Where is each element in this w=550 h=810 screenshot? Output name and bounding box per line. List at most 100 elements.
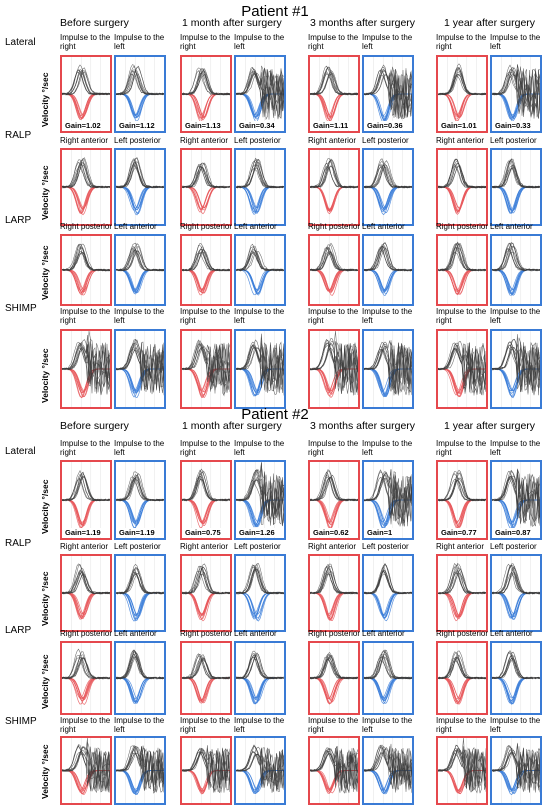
velocity-trace-plot <box>364 643 412 713</box>
eye-velocity-trace <box>236 246 284 272</box>
eye-velocity-trace <box>182 469 230 502</box>
velocity-trace-plot <box>364 57 412 131</box>
eye-velocity-trace <box>438 747 486 790</box>
column-title: 1 month after surgery <box>182 420 282 432</box>
panel-subheader: Impulse to the right <box>308 716 359 734</box>
eye-velocity-trace <box>438 651 486 680</box>
eye-velocity-trace <box>182 565 230 595</box>
eye-velocity-trace <box>310 468 358 502</box>
eye-velocity-trace <box>62 64 110 96</box>
impulse-left-panel <box>234 234 286 306</box>
impulse-left-panel <box>362 641 414 715</box>
eye-velocity-trace <box>438 158 486 189</box>
velocity-trace-plot <box>310 150 358 224</box>
panel-subheader: Left anterior <box>490 222 533 231</box>
velocity-trace-plot <box>310 236 358 304</box>
velocity-trace-plot <box>116 150 164 224</box>
eye-velocity-trace <box>116 748 164 786</box>
velocity-trace-plot <box>182 738 230 803</box>
impulse-left-panel <box>362 736 414 805</box>
velocity-axis-label: Velocity °/sec <box>40 571 50 626</box>
eye-velocity-trace <box>182 342 230 391</box>
column-title: Before surgery <box>60 420 129 432</box>
eye-velocity-trace <box>182 471 230 502</box>
eye-velocity-trace <box>310 251 358 272</box>
eye-velocity-trace <box>310 341 358 396</box>
eye-velocity-trace <box>236 656 284 680</box>
velocity-trace-plot <box>116 556 164 630</box>
velocity-trace-plot <box>310 331 358 407</box>
impulse-right-panel <box>60 234 112 306</box>
velocity-trace-plot <box>364 150 412 224</box>
impulse-left-panel <box>490 641 542 715</box>
eye-velocity-trace <box>310 68 358 96</box>
velocity-axis-label: Velocity °/sec <box>40 479 50 534</box>
eye-velocity-trace <box>236 66 284 111</box>
velocity-trace-plot <box>116 738 164 803</box>
panel-subheader: Right anterior <box>436 542 485 551</box>
eye-velocity-trace <box>438 748 486 789</box>
panel-subheader: Impulse to the left <box>490 33 541 51</box>
eye-velocity-trace <box>364 163 412 189</box>
head-velocity-trace <box>438 269 486 293</box>
impulse-left-panel: Gain=0.87 <box>490 460 542 540</box>
eye-velocity-trace <box>182 748 230 794</box>
eye-velocity-trace <box>236 245 284 272</box>
eye-velocity-trace <box>62 656 110 679</box>
head-velocity-trace <box>236 592 284 617</box>
eye-velocity-trace <box>116 158 164 189</box>
impulse-left-panel: Gain=1.12 <box>114 55 166 133</box>
eye-velocity-trace <box>236 248 284 272</box>
eye-velocity-trace <box>62 738 110 793</box>
head-velocity-trace <box>492 93 540 120</box>
panel-subheader: Impulse to the left <box>114 33 165 51</box>
eye-velocity-trace <box>438 75 486 96</box>
impulse-right-panel <box>436 736 488 805</box>
panel-subheader: Impulse to the left <box>362 439 413 457</box>
eye-velocity-trace <box>62 70 110 96</box>
eye-velocity-trace <box>492 651 540 679</box>
gain-value: Gain=1.11 <box>312 121 350 130</box>
head-velocity-trace <box>492 186 540 214</box>
eye-velocity-trace <box>310 160 358 189</box>
eye-velocity-trace <box>182 245 230 272</box>
panel-subheader: Left posterior <box>234 542 281 551</box>
eye-velocity-trace <box>310 566 358 595</box>
velocity-trace-plot <box>62 150 110 224</box>
row-label: Lateral <box>5 37 36 48</box>
head-velocity-trace <box>364 677 412 701</box>
eye-velocity-trace <box>492 342 540 391</box>
eye-velocity-trace <box>62 159 110 189</box>
head-velocity-trace <box>438 186 486 212</box>
impulse-right-panel <box>180 736 232 805</box>
impulse-right-panel <box>436 234 488 306</box>
column-title: Before surgery <box>60 17 129 29</box>
impulse-left-panel <box>234 329 286 409</box>
eye-velocity-trace <box>182 162 230 189</box>
eye-velocity-trace <box>182 468 230 502</box>
head-velocity-trace <box>62 499 110 525</box>
eye-velocity-trace <box>62 654 110 680</box>
panel-subheader: Impulse to the left <box>362 307 413 325</box>
velocity-trace-plot <box>438 643 486 713</box>
head-velocity-trace <box>182 93 230 116</box>
velocity-trace-plot <box>182 150 230 224</box>
eye-velocity-trace <box>310 565 358 595</box>
impulse-right-panel <box>180 234 232 306</box>
eye-velocity-trace <box>492 564 540 595</box>
eye-velocity-trace <box>438 341 486 391</box>
velocity-trace-plot <box>492 556 540 630</box>
head-velocity-trace <box>364 592 412 619</box>
impulse-left-panel <box>234 148 286 226</box>
eye-velocity-trace <box>236 164 284 189</box>
velocity-trace-plot <box>438 150 486 224</box>
eye-velocity-trace <box>182 68 230 96</box>
impulse-left-panel: Gain=1.26 <box>234 460 286 540</box>
velocity-trace-plot <box>438 556 486 630</box>
eye-velocity-trace <box>236 652 284 680</box>
panel-subheader: Left anterior <box>234 222 277 231</box>
velocity-trace-plot <box>62 236 110 304</box>
eye-velocity-trace <box>62 157 110 189</box>
eye-velocity-trace <box>116 564 164 595</box>
impulse-right-panel: Gain=1.01 <box>436 55 488 133</box>
